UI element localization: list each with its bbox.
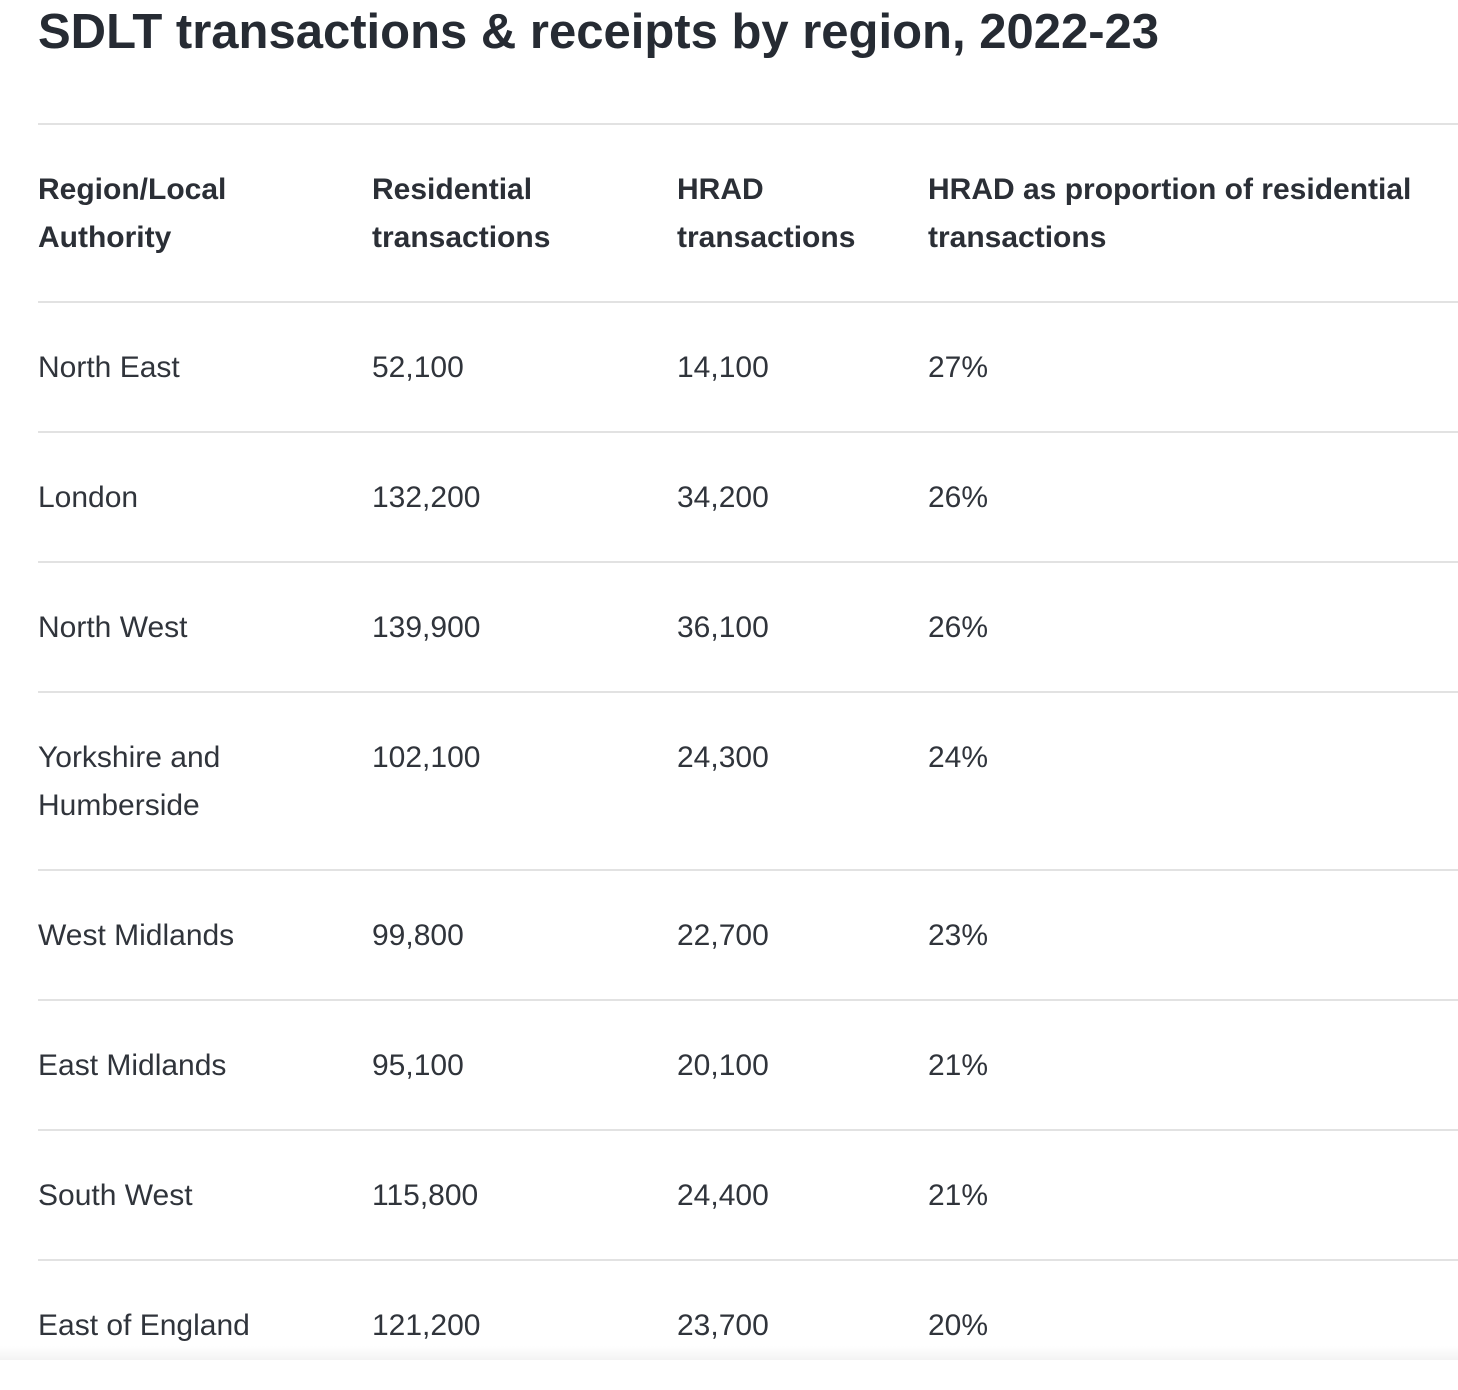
cell-region: London: [38, 481, 139, 514]
cell-region: South West: [38, 1179, 193, 1212]
cell-hrad-transactions: 24,400: [677, 1179, 769, 1212]
table-header-row: Region/Local Authority Residential trans…: [38, 124, 1458, 302]
cell-hrad-proportion: 26%: [928, 481, 989, 514]
table-row: East Midlands 95,100 20,100 21%: [38, 1000, 1458, 1130]
cell-hrad-transactions: 24,300: [677, 741, 769, 774]
cell-hrad-proportion: 27%: [928, 351, 989, 384]
cell-residential-transactions: 115,800: [372, 1179, 479, 1212]
cell-residential-transactions: 121,200: [372, 1309, 481, 1342]
cell-hrad-proportion: 21%: [928, 1179, 989, 1212]
cell-region: Yorkshire and Humberside: [38, 741, 221, 822]
data-table: Region/Local Authority Residential trans…: [38, 123, 1458, 1390]
cell-residential-transactions: 99,800: [372, 919, 464, 952]
cell-hrad-proportion: 20%: [928, 1309, 989, 1342]
table-row: North East 52,100 14,100 27%: [38, 302, 1458, 432]
cell-residential-transactions: 52,100: [372, 351, 464, 384]
cell-hrad-transactions: 23,700: [677, 1309, 769, 1342]
cell-residential-transactions: 102,100: [372, 741, 481, 774]
table-row: London 132,200 34,200 26%: [38, 432, 1458, 562]
column-header-residential-transactions: Residential transactions: [372, 173, 551, 254]
cell-hrad-transactions: 20,100: [677, 1049, 769, 1082]
cell-hrad-proportion: 26%: [928, 611, 989, 644]
table-row: East of England 121,200 23,700 20%: [38, 1260, 1458, 1390]
column-header-region: Region/Local Authority: [38, 173, 227, 254]
cell-hrad-transactions: 14,100: [677, 351, 769, 384]
table-row: West Midlands 99,800 22,700 23%: [38, 870, 1458, 1000]
bottom-edge-shadow: [0, 1346, 1458, 1360]
cell-hrad-proportion: 24%: [928, 741, 989, 774]
column-header-hrad-proportion: HRAD as proportion of residential transa…: [928, 173, 1412, 254]
cell-residential-transactions: 139,900: [372, 611, 481, 644]
cell-region: East Midlands: [38, 1049, 227, 1082]
cell-hrad-transactions: 34,200: [677, 481, 769, 514]
table-row: North West 139,900 36,100 26%: [38, 562, 1458, 692]
cell-hrad-proportion: 23%: [928, 919, 989, 952]
cell-region: North East: [38, 351, 180, 384]
cell-hrad-transactions: 22,700: [677, 919, 769, 952]
table-row: Yorkshire and Humberside 102,100 24,300 …: [38, 692, 1458, 870]
cell-region: North West: [38, 611, 188, 644]
cell-hrad-transactions: 36,100: [677, 611, 769, 644]
table-row: South West 115,800 24,400 21%: [38, 1130, 1458, 1260]
page-title: SDLT transactions & receipts by region, …: [38, 5, 1160, 59]
cell-residential-transactions: 132,200: [372, 481, 481, 514]
cell-hrad-proportion: 21%: [928, 1049, 989, 1082]
page: SDLT transactions & receipts by region, …: [38, 0, 1458, 1342]
cell-residential-transactions: 95,100: [372, 1049, 464, 1082]
cell-region: West Midlands: [38, 919, 235, 952]
column-header-hrad-transactions: HRAD transactions: [677, 173, 856, 254]
cell-region: East of England: [38, 1309, 250, 1342]
